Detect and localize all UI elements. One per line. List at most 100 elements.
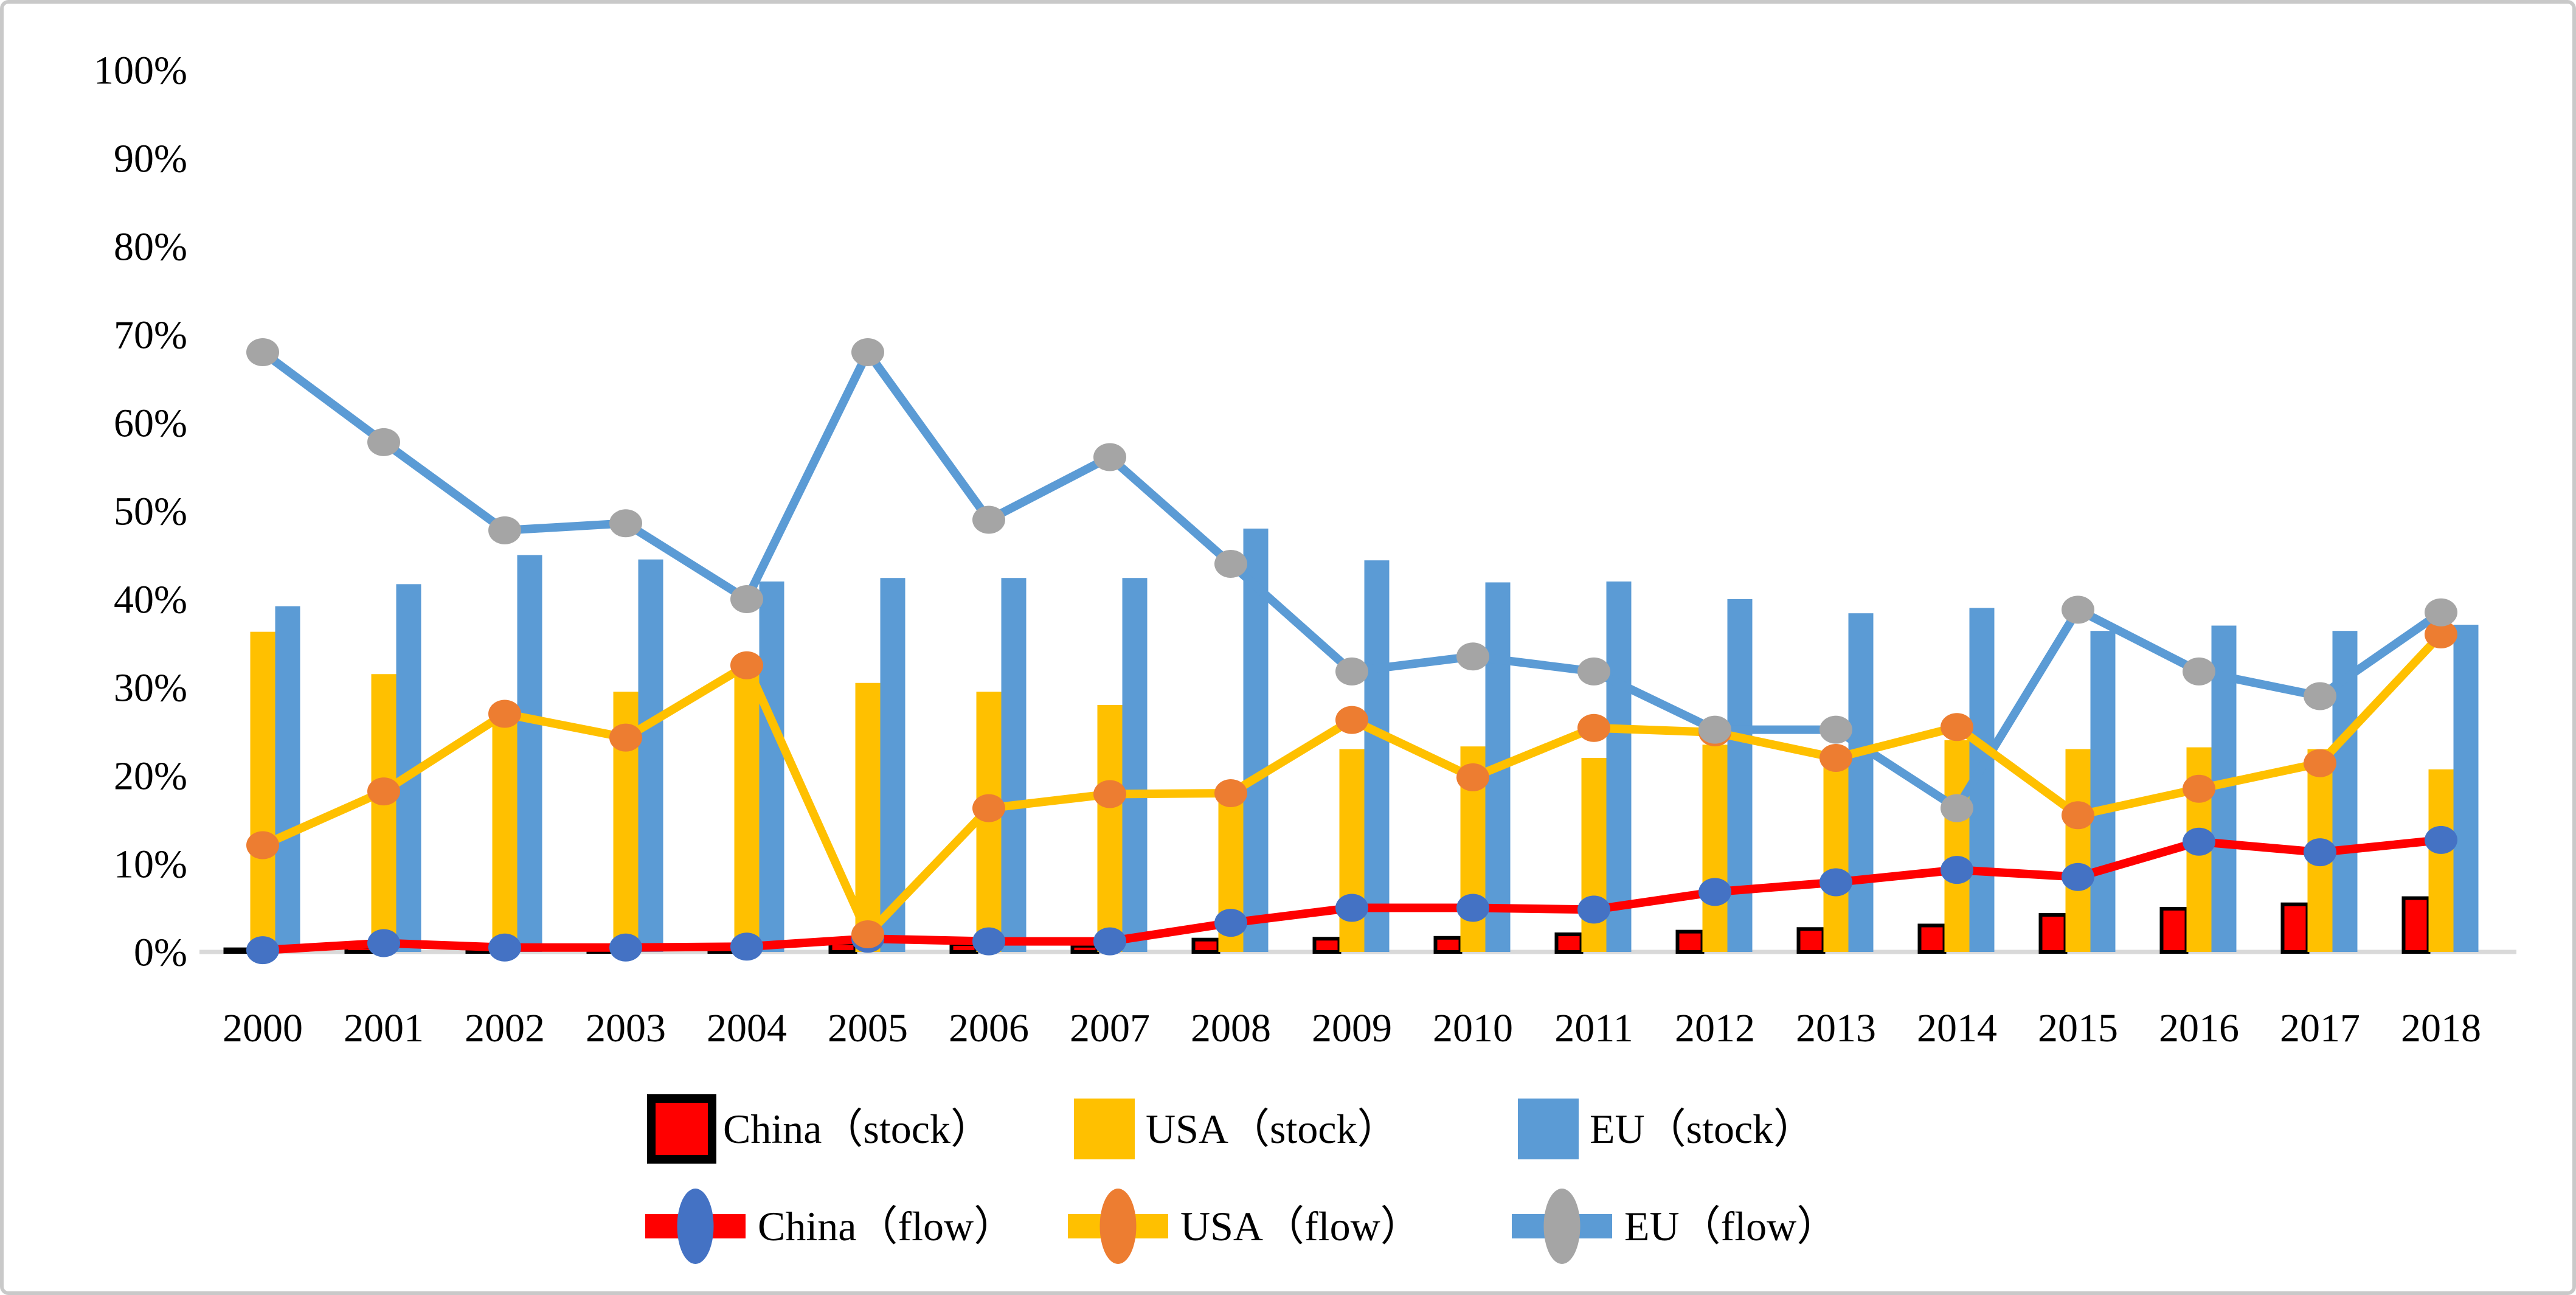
marker xyxy=(246,831,279,859)
marker xyxy=(488,516,521,544)
markers-usa-flow xyxy=(246,620,2457,948)
bar xyxy=(492,715,518,952)
marker xyxy=(1335,894,1368,922)
bar xyxy=(1727,599,1753,952)
marker xyxy=(2183,657,2215,686)
marker xyxy=(246,338,279,366)
legend: China（stock） USA（stock） EU（stock） China（flo… xyxy=(645,1094,1838,1264)
bar xyxy=(1364,560,1390,952)
marker xyxy=(488,933,521,962)
x-tick-label: 2005 xyxy=(828,1006,908,1050)
marker xyxy=(1698,715,1731,744)
marker xyxy=(1941,713,1973,741)
bar xyxy=(2401,896,2431,954)
marker xyxy=(367,428,400,456)
bar xyxy=(1944,740,1970,952)
bar xyxy=(1675,929,1705,954)
bar xyxy=(517,555,542,952)
legend-label: China（stock） xyxy=(723,1106,992,1152)
marker xyxy=(730,585,763,613)
legend-label: EU（stock） xyxy=(1590,1106,1815,1152)
y-tick-label: 90% xyxy=(114,136,187,181)
bar xyxy=(1917,923,1947,954)
marker xyxy=(1456,642,1489,671)
x-tick-label: 2009 xyxy=(1312,1006,1392,1050)
bar xyxy=(2428,769,2454,952)
marker xyxy=(972,794,1005,822)
y-tick-label: 50% xyxy=(114,489,187,533)
x-axis-labels: 2000 2001 2002 2003 2004 2005 2006 2007 2008 2009… xyxy=(223,1006,2481,1050)
marker xyxy=(2425,825,2457,854)
marker xyxy=(1941,794,1973,822)
marker xyxy=(1093,443,1126,471)
legend-swatch-china-stock xyxy=(647,1094,716,1164)
bar xyxy=(250,631,275,952)
marker xyxy=(609,509,642,538)
marker xyxy=(1577,895,1610,924)
bar xyxy=(1606,582,1632,952)
bar xyxy=(2159,906,2189,954)
bar xyxy=(880,578,905,952)
marker xyxy=(367,929,400,957)
legend-label: China（flow） xyxy=(758,1203,1015,1249)
x-tick-label: 2003 xyxy=(586,1006,666,1050)
legend-swatch-usa-stock xyxy=(1074,1099,1135,1159)
bar xyxy=(275,606,300,952)
legend-swatch-eu-stock xyxy=(1518,1099,1579,1159)
legend-label: USA（stock） xyxy=(1146,1106,1399,1152)
bar xyxy=(1243,529,1269,952)
y-tick-label: 80% xyxy=(114,224,187,269)
x-tick-label: 2002 xyxy=(465,1006,545,1050)
series-eu-stock xyxy=(275,529,2479,952)
marker xyxy=(1335,706,1368,734)
x-tick-label: 2000 xyxy=(223,1006,303,1050)
bar xyxy=(1796,927,1826,954)
marker xyxy=(972,927,1005,956)
marker xyxy=(1819,744,1852,772)
legend-label: EU（flow） xyxy=(1624,1203,1838,1249)
x-tick-label: 2014 xyxy=(1917,1006,1997,1050)
bar xyxy=(2090,631,2116,952)
marker xyxy=(2304,838,2336,867)
bar xyxy=(734,665,760,952)
marker xyxy=(1214,779,1247,807)
y-tick-label: 20% xyxy=(114,754,187,798)
x-tick-label: 2001 xyxy=(344,1006,424,1050)
x-tick-label: 2012 xyxy=(1675,1006,1755,1050)
x-tick-label: 2018 xyxy=(2401,1006,2481,1050)
marker xyxy=(367,777,400,806)
bar xyxy=(2280,902,2310,954)
marker xyxy=(1698,878,1731,906)
bar xyxy=(1070,943,1099,954)
bar xyxy=(1554,932,1584,954)
x-tick-label: 2013 xyxy=(1796,1006,1876,1050)
x-tick-label: 2006 xyxy=(949,1006,1029,1050)
marker xyxy=(730,932,763,961)
x-tick-label: 2010 xyxy=(1433,1006,1513,1050)
x-tick-label: 2017 xyxy=(2280,1006,2360,1050)
y-tick-label: 70% xyxy=(114,313,187,357)
legend-marker-china-flow xyxy=(677,1189,714,1264)
marker xyxy=(730,651,763,679)
bar xyxy=(371,674,396,952)
marker xyxy=(2062,595,2094,624)
bar xyxy=(1702,745,1728,952)
bar xyxy=(1433,936,1463,954)
y-axis-labels: 0% 10% 20% 30% 40% 50% 60% 70% 80% 90% 100% xyxy=(94,48,187,974)
y-tick-label: 10% xyxy=(114,842,187,886)
y-tick-label: 0% xyxy=(134,930,187,974)
legend-marker-eu-flow xyxy=(1543,1189,1581,1264)
marker xyxy=(609,933,642,962)
x-tick-label: 2016 xyxy=(2159,1006,2239,1050)
bar xyxy=(2453,625,2479,952)
marker xyxy=(1456,763,1489,791)
combo-chart: 0%10%20%30%40%50%60%70%80%90%100%2000 200… xyxy=(94,48,2516,1264)
marker xyxy=(246,936,279,965)
marker xyxy=(2304,749,2336,777)
x-tick-label: 2011 xyxy=(1554,1006,1633,1050)
marker xyxy=(609,723,642,752)
bar xyxy=(1823,759,1849,952)
bar xyxy=(2038,913,2068,954)
x-tick-label: 2007 xyxy=(1070,1006,1150,1050)
